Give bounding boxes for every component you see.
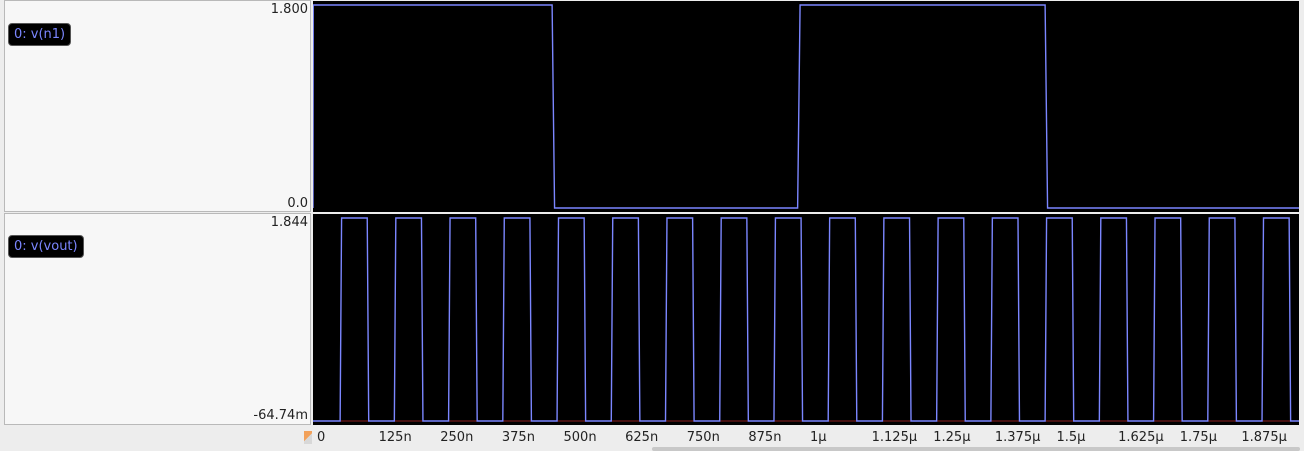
x-tick-label: 250n — [440, 430, 474, 445]
signal-badge-vout[interactable]: 0: v(vout) — [8, 235, 84, 258]
x-tick-label: 1µ — [810, 430, 827, 445]
x-tick-label: 500n — [563, 430, 597, 445]
x-tick-label: 625n — [625, 430, 659, 445]
horizontal-scrollbar[interactable] — [652, 447, 1300, 451]
plot-svg-n1 — [313, 4, 1299, 209]
x-tick-label: 0 — [317, 430, 326, 445]
x-tick-label: 750n — [686, 430, 720, 445]
resize-handle[interactable] — [304, 431, 312, 444]
x-tick-label: 375n — [501, 430, 535, 445]
ytick-bottom-max: 1.844 — [270, 215, 308, 230]
ytick-top-max: 1.800 — [270, 2, 308, 17]
x-tick-label: 125n — [378, 430, 412, 445]
x-tick-label: 1.75µ — [1179, 430, 1217, 445]
signal-pane-top: 0: v(n1) 1.800 0.0 — [4, 0, 311, 212]
x-axis: 0 125n 250n 375n 500n 625n 750n 875n 1µ 1.125µ 1.2… — [313, 427, 1299, 449]
x-tick-label: 1.625µ — [1118, 430, 1164, 445]
x-tick-label: 1.25µ — [933, 430, 971, 445]
x-tick-label: 1.375µ — [994, 430, 1041, 445]
signal-badge-n1[interactable]: 0: v(n1) — [8, 23, 72, 46]
x-tick-label: 1.125µ — [871, 430, 918, 445]
x-tick-label: 1.875µ — [1241, 430, 1287, 445]
x-tick-label: 875n — [748, 430, 782, 445]
series-line-n1 — [313, 4, 1299, 209]
ytick-top-min: 0.0 — [287, 196, 308, 211]
plot-area-vout[interactable] — [313, 214, 1299, 425]
ytick-bottom-min: -64.74m — [253, 408, 308, 423]
plot-svg-vout — [313, 217, 1299, 422]
series-line-vout — [313, 217, 1299, 422]
x-tick-label: 1.5µ — [1056, 430, 1086, 445]
plot-area-n1[interactable] — [313, 1, 1299, 212]
signal-pane-bottom: 0: v(vout) 1.844 -64.74m — [4, 213, 311, 425]
